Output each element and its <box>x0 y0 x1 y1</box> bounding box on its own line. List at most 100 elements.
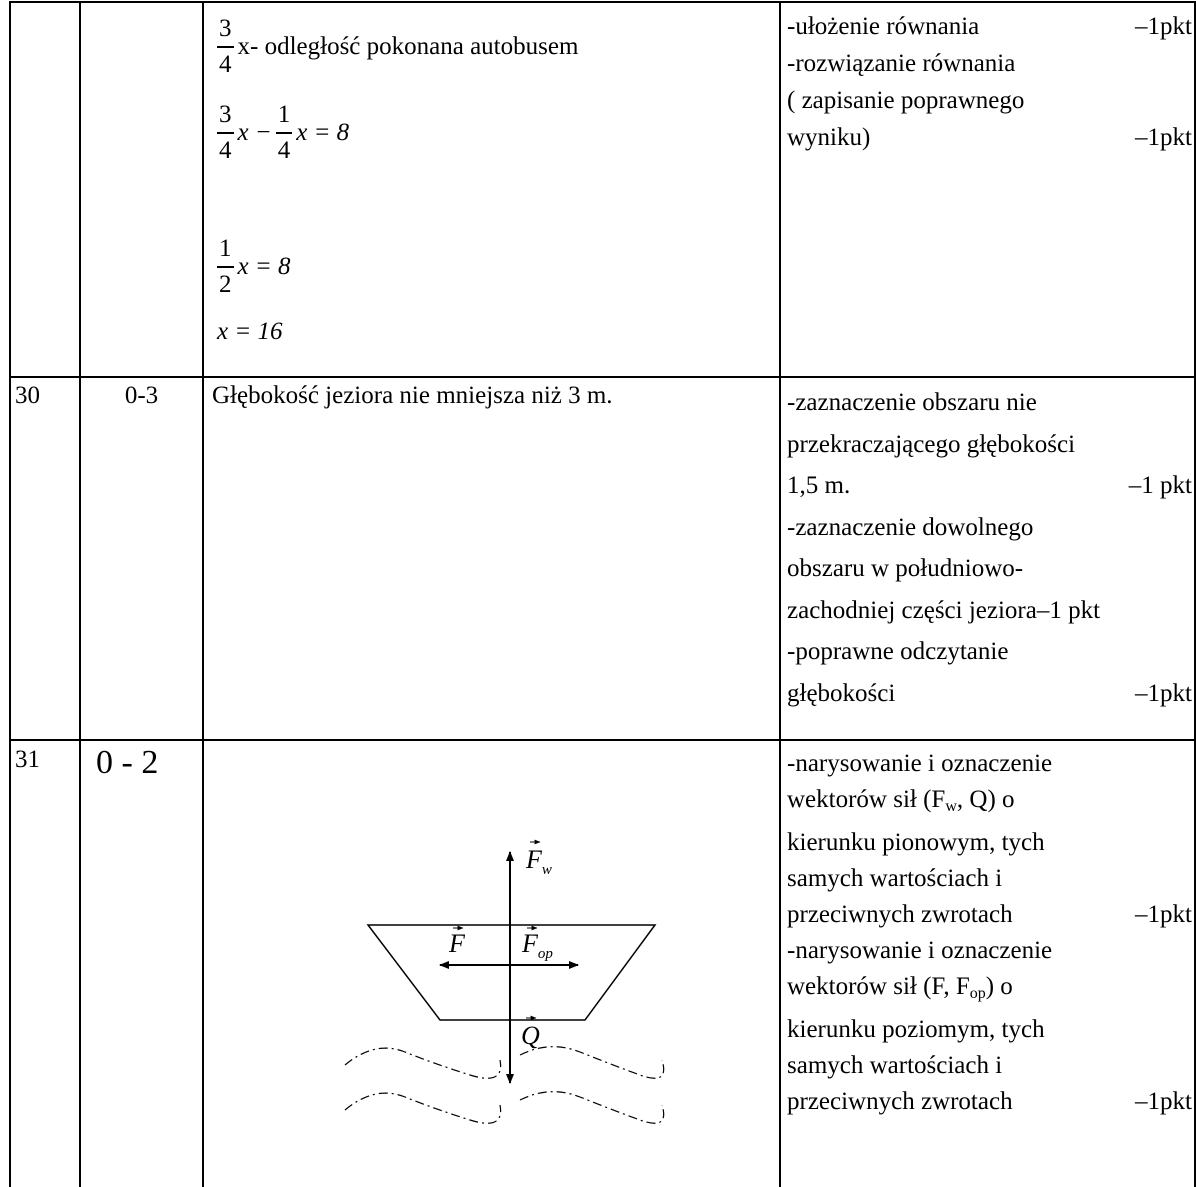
criteria-line: wektorów sił (Fw, Q) o <box>787 782 1192 825</box>
subscript: w <box>945 798 957 815</box>
criteria-line: -zaznaczenie dowolnego <box>787 507 1192 549</box>
criteria-text: ( zapisanie poprawnego <box>787 87 1025 114</box>
math-text: x = 8 <box>237 253 291 280</box>
water <box>344 1046 665 1124</box>
criteria-line: -poprawne odczytanie <box>787 631 1192 673</box>
criteria: -narysowanie i oznaczenie wektorów sił (F… <box>787 746 1192 1120</box>
row-number: 30 <box>15 382 40 409</box>
criteria: -zaznaczenie obszaru nie przekraczającego… <box>787 382 1192 714</box>
criteria-text: ) o <box>985 973 1013 1000</box>
math-text: x − <box>237 119 272 146</box>
criteria-text: -zaznaczenie obszaru nie <box>787 389 1037 416</box>
points: –1pkt <box>1135 1088 1192 1115</box>
criteria-line: obszaru w południowo- <box>787 548 1192 590</box>
points: –1pkt <box>1135 13 1192 40</box>
criteria-text: przeciwnych zwrotach <box>787 901 1013 928</box>
criteria-text: kierunku pionowym, tych <box>787 829 1045 856</box>
rule <box>202 1 204 1187</box>
criteria-line: wyniku) –1pkt <box>787 119 1192 156</box>
label: Fop <box>521 929 553 962</box>
row-number: 31 <box>15 746 40 773</box>
points: –1 pkt <box>1128 472 1192 499</box>
criteria-line: ( zapisanie poprawnego <box>787 82 1192 119</box>
solution: Głębokość jeziora nie mniejsza niż 3 m. <box>212 382 613 409</box>
criteria-line: -narysowanie i oznaczenie <box>787 933 1192 969</box>
criteria-text: , Q) o <box>956 786 1015 813</box>
criteria-line: -rozwiązanie równania <box>787 45 1192 82</box>
criteria-text: -narysowanie i oznaczenie <box>787 937 1053 964</box>
criteria-line: samych wartościach i <box>787 1048 1192 1084</box>
vector-signs <box>453 839 541 1021</box>
criteria: -ułożenie równania –1pkt -rozwiązanie równ… <box>787 8 1192 156</box>
criteria-text: głębokości <box>787 679 896 707</box>
criteria-text: przekraczającego głębokości <box>787 430 1076 458</box>
criteria-text: przeciwnych zwrotach <box>787 1088 1013 1115</box>
label: Fw <box>525 845 552 878</box>
criteria-line: przekraczającego głębokości <box>787 424 1192 466</box>
criteria-text: -narysowanie i oznaczenie <box>787 750 1053 777</box>
row-points: 0 - 2 <box>96 744 159 781</box>
criteria-text: wyniku) <box>787 124 871 151</box>
denominator: 2 <box>219 271 232 298</box>
rule <box>779 1 781 1187</box>
criteria-text: wektorów sił (F, F <box>787 973 970 1000</box>
row-points: 0-3 <box>124 382 159 409</box>
points: –1pkt <box>1135 901 1192 928</box>
math-text: x- odległość pokonana autobusem <box>237 33 579 60</box>
criteria-line: 1,5 m. –1 pkt <box>787 465 1192 507</box>
criteria-text: -zaznaczenie dowolnego <box>787 513 1034 541</box>
rule <box>9 1 11 1187</box>
rule <box>9 1 1196 3</box>
criteria-line: przeciwnych zwrotach –1pkt <box>787 897 1192 933</box>
criteria-text: -ułożenie równania <box>787 13 980 40</box>
denominator: 4 <box>277 137 291 164</box>
label-base: F <box>521 929 539 958</box>
criteria-line: kierunku poziomym, tych <box>787 1012 1192 1048</box>
math-text: x = 16 <box>217 318 283 345</box>
label-base: F <box>525 845 543 874</box>
criteria-text: -rozwiązanie równania <box>787 50 1016 77</box>
criteria-text: wektorów sił (F <box>787 786 946 813</box>
criteria-text: samych wartościach i <box>787 1052 1003 1079</box>
criteria-text: samych wartościach i <box>787 865 1003 892</box>
label: F <box>448 929 466 958</box>
rule <box>9 739 1196 741</box>
criteria-line: zachodniej części jeziora–1 pkt <box>787 590 1192 632</box>
criteria-line: wektorów sił (F, Fop) o <box>787 969 1192 1012</box>
criteria-text: -poprawne odczytanie <box>787 638 1009 665</box>
criteria-text: 1,5 m. <box>787 472 851 499</box>
numerator: 3 <box>217 12 234 48</box>
label-sub: w <box>542 862 552 878</box>
criteria-line: -zaznaczenie obszaru nie <box>787 382 1192 424</box>
points: –1pkt <box>1135 124 1192 151</box>
denominator: 4 <box>219 137 232 164</box>
math-line: 3 4 x- odległość pokonana autobusem <box>217 12 578 82</box>
math-text: x = 8 <box>296 119 350 146</box>
numerator: 1 <box>275 98 293 134</box>
criteria-line: -narysowanie i oznaczenie <box>787 746 1192 782</box>
boat <box>366 924 657 1021</box>
numerator: 1 <box>217 232 234 268</box>
points: –1pkt <box>1135 679 1192 707</box>
label: Q <box>521 1021 540 1050</box>
criteria-text: obszaru w południowo- <box>787 555 1024 582</box>
rule <box>79 1 81 1187</box>
criteria-text: kierunku poziomym, tych <box>787 1016 1045 1043</box>
criteria-line: głębokości –1pkt <box>787 673 1192 715</box>
rule <box>1194 1 1196 1187</box>
criteria-line: samych wartościach i <box>787 861 1192 897</box>
math-line: x = 16 <box>217 318 282 346</box>
denominator: 4 <box>219 51 232 78</box>
criteria-text: zachodniej części jeziora–1 pkt <box>787 596 1101 624</box>
criteria-line: -ułożenie równania –1pkt <box>787 8 1192 45</box>
subscript: op <box>969 985 986 1002</box>
criteria-line: przeciwnych zwrotach –1pkt <box>787 1084 1192 1120</box>
